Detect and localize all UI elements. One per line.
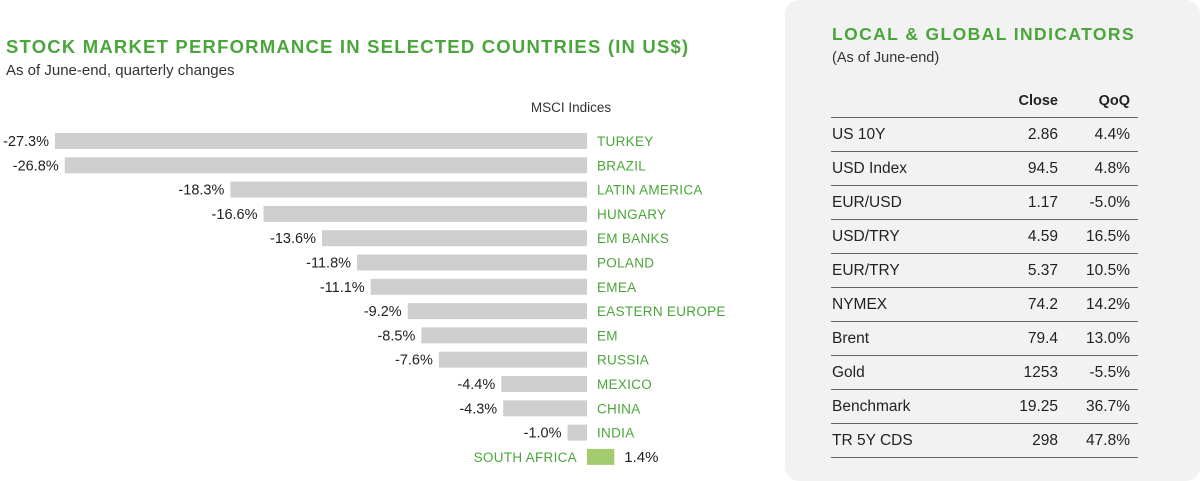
category-label-turkey: TURKEY (597, 134, 654, 149)
value-label-em-banks: -13.6% (270, 231, 316, 247)
indicator-name: Benchmark (831, 389, 978, 424)
indicator-name: Gold (831, 355, 978, 390)
indicator-close: 298 (978, 423, 1068, 458)
bar-china (503, 400, 587, 417)
indicators-table: Close QoQ US 10Y 2.86 4.4% USD Index 94.5 4.… (831, 84, 1138, 458)
table-row: US 10Y 2.86 4.4% (831, 117, 1138, 152)
category-label-em: EM (597, 328, 618, 343)
value-label-south-africa: 1.4% (624, 449, 658, 466)
category-label-hungary: HUNGARY (597, 207, 666, 222)
category-label-emea: EMEA (597, 280, 636, 295)
table-row: EUR/USD 1.17 -5.0% (831, 185, 1138, 220)
bar-south-africa (587, 448, 615, 465)
table-header-row: Close QoQ (831, 84, 1138, 118)
bar-hungary (263, 205, 587, 222)
value-label-poland: -11.8% (306, 256, 351, 272)
category-label-india: INDIA (597, 426, 635, 441)
indicator-name: NYMEX (831, 287, 978, 322)
indicators-title: LOCAL & GLOBAL INDICATORS (832, 24, 1136, 44)
value-label-russia: -7.6% (395, 353, 433, 369)
indicator-name: TR 5Y CDS (831, 423, 978, 458)
category-label-latin-america: LATIN AMERICA (597, 183, 703, 198)
bar-turkey (55, 133, 587, 149)
indicator-qoq: -5.5% (1068, 355, 1138, 390)
indicator-close: 4.59 (978, 219, 1068, 254)
value-label-brazil: -26.8% (13, 158, 59, 174)
category-label-eastern-europe: EASTERN EUROPE (597, 304, 726, 319)
value-label-eastern-europe: -9.2% (364, 304, 402, 320)
indicator-qoq: 4.4% (1068, 117, 1138, 152)
value-label-emea: -11.1% (320, 280, 365, 296)
table-row: USD/TRY 4.59 16.5% (831, 219, 1138, 254)
value-label-hungary: -16.6% (212, 207, 258, 223)
indicator-qoq: 14.2% (1068, 287, 1138, 322)
indicator-close: 94.5 (978, 151, 1068, 186)
header-qoq: QoQ (1098, 92, 1130, 109)
indicator-qoq: -5.0% (1068, 185, 1138, 220)
bar-eastern-europe (407, 303, 587, 320)
table-row: NYMEX 74.2 14.2% (831, 287, 1138, 322)
chart-title: STOCK MARKET PERFORMANCE IN SELECTED COU… (6, 36, 690, 57)
category-label-brazil: BRAZIL (597, 158, 646, 173)
category-label-em-banks: EM BANKS (597, 231, 669, 246)
indicator-close: 74.2 (978, 287, 1068, 322)
bar-india (567, 424, 587, 441)
bar-russia (438, 351, 587, 368)
msci-indices-label: MSCI Indices (531, 100, 612, 115)
bar-em (421, 327, 587, 344)
value-label-turkey: -27.3% (3, 134, 49, 150)
bar-poland (357, 254, 587, 271)
indicator-name: US 10Y (831, 117, 978, 152)
table-row: Brent 79.4 13.0% (831, 321, 1138, 356)
table-row: EUR/TRY 5.37 10.5% (831, 253, 1138, 288)
table-row: Gold 1253 -5.5% (831, 355, 1138, 390)
category-label-china: CHINA (597, 401, 641, 416)
indicators-subtitle: (As of June-end) (832, 50, 940, 66)
indicator-qoq: 4.8% (1068, 151, 1138, 186)
chart-subtitle: As of June-end, quarterly changes (6, 62, 235, 79)
indicator-name: USD Index (831, 151, 978, 186)
table-row: Benchmark 19.25 36.7% (831, 389, 1138, 424)
indicator-close: 1253 (978, 355, 1068, 390)
category-label-mexico: MEXICO (597, 377, 652, 392)
indicator-qoq: 16.5% (1068, 219, 1138, 254)
chart-section: STOCK MARKET PERFORMANCE IN SELECTED COU… (3, 36, 726, 466)
header-blank (831, 84, 978, 118)
category-label-poland: POLAND (597, 256, 654, 271)
indicator-close: 19.25 (978, 389, 1068, 424)
value-label-mexico: -4.4% (457, 377, 495, 393)
indicator-qoq: 36.7% (1068, 389, 1138, 424)
bar-mexico (501, 376, 587, 392)
value-label-china: -4.3% (459, 401, 497, 417)
indicator-close: 79.4 (978, 321, 1068, 356)
indicator-name: USD/TRY (831, 219, 978, 254)
bar-latin-america (230, 181, 587, 198)
table-row: USD Index 94.5 4.8% (831, 151, 1138, 186)
value-label-em: -8.5% (377, 328, 415, 344)
indicator-name: EUR/USD (831, 185, 978, 220)
bar-em-banks (321, 230, 587, 247)
indicator-name: EUR/TRY (831, 253, 978, 288)
table-row: TR 5Y CDS 298 47.8% (831, 423, 1138, 458)
indicator-qoq: 47.8% (1068, 423, 1138, 458)
bar-chart: MSCI Indices TURKEY -27.3% BRAZIL -26.8% LAT… (3, 100, 726, 466)
indicator-name: Brent (831, 321, 978, 356)
bar-brazil (64, 157, 587, 174)
indicator-close: 2.86 (978, 117, 1068, 152)
value-label-latin-america: -18.3% (178, 183, 224, 199)
header-close: Close (1018, 92, 1059, 109)
category-label-russia: RUSSIA (597, 353, 649, 368)
value-label-india: -1.0% (524, 426, 562, 442)
category-label-south-africa: SOUTH AFRICA (474, 450, 577, 465)
indicators-panel: LOCAL & GLOBAL INDICATORS (As of June-en… (785, 0, 1200, 481)
indicator-close: 1.17 (978, 185, 1068, 220)
indicator-qoq: 13.0% (1068, 321, 1138, 356)
bar-emea (370, 278, 587, 295)
indicator-qoq: 10.5% (1068, 253, 1138, 288)
indicator-close: 5.37 (978, 253, 1068, 288)
